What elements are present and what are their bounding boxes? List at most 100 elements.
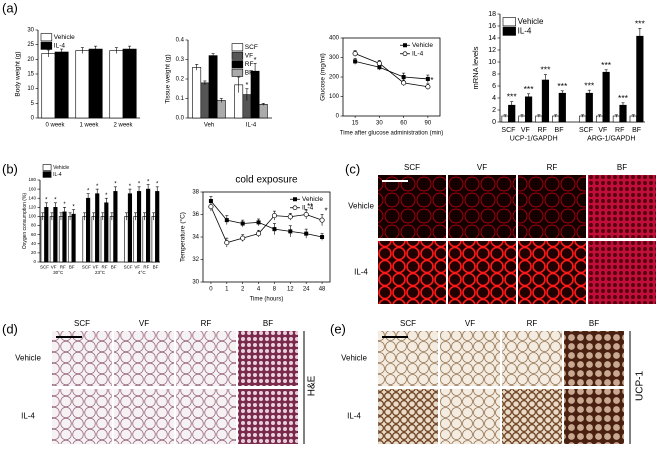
marker [271, 213, 277, 219]
x-tick-label: 24 [303, 287, 310, 293]
panel-label: (b) [2, 161, 18, 176]
marker [353, 59, 358, 64]
x-tick-label: SCF [40, 265, 49, 270]
legend-swatch [40, 41, 53, 50]
y-tick-label: 30 [27, 28, 34, 34]
y-tick-label: 0 [336, 114, 340, 120]
x-tick-label: VF [598, 127, 607, 134]
column-label: VF [465, 319, 475, 328]
micrograph [448, 175, 516, 238]
panel-label: (d) [2, 321, 18, 336]
legend-label: RF [245, 61, 254, 68]
significance: *** [635, 18, 646, 28]
bar [95, 193, 100, 263]
legend-swatch [502, 17, 516, 27]
line [210, 206, 323, 244]
x-tick-label: VF [521, 127, 530, 134]
y-tick-label: 25 [27, 42, 34, 48]
bar [524, 96, 533, 123]
marker [303, 211, 309, 218]
x-tick-label: VF [51, 265, 57, 270]
panel-label: (e) [330, 321, 346, 336]
x-tick-label: BF [111, 265, 117, 270]
bar [113, 191, 118, 263]
y-tick-label: 40 [31, 241, 37, 246]
bar [151, 216, 156, 263]
significance: *** [618, 93, 629, 103]
bar [619, 104, 627, 123]
y-tick-label: 38 [192, 190, 199, 196]
legend-label: Vehicle [302, 196, 323, 203]
marker [287, 214, 293, 220]
line [210, 200, 323, 238]
y-tick-label: 30 [192, 280, 199, 286]
row-label: IL-4 [354, 268, 368, 277]
column-label: SCF [400, 319, 416, 328]
legend-swatch [42, 164, 52, 171]
x-tick-label: 12 [287, 287, 294, 293]
line [355, 61, 428, 80]
legend-label: IL-4 [302, 204, 314, 211]
x-tick-label: RF [102, 265, 108, 270]
significance: * [45, 198, 48, 204]
bar [67, 216, 73, 263]
y-tick-label: 4 [492, 95, 496, 102]
panel-label: (c) [345, 161, 360, 176]
x-tick-label: BF [69, 265, 75, 270]
y-tick-label: 120 [28, 205, 36, 210]
x-tick-label: RF [143, 265, 149, 270]
legend-swatch [231, 51, 244, 60]
group-label: 4°C [138, 270, 146, 275]
y-tick-label: 5 [31, 101, 35, 107]
column-label: BF [589, 319, 599, 328]
bar [155, 191, 160, 263]
legend-marker [403, 43, 407, 48]
y-tick-label: 32 [192, 257, 199, 263]
column-label: RF [547, 163, 558, 172]
legend-marker [292, 205, 298, 211]
legend-label: Vehicle [54, 34, 75, 41]
bar [133, 216, 138, 263]
micrograph [518, 175, 586, 238]
bar [192, 67, 202, 119]
micrograph [176, 331, 236, 386]
y-tick-label: 100 [28, 214, 36, 219]
bar [146, 188, 151, 263]
x-tick-label: RF [537, 127, 546, 134]
marker [208, 204, 214, 210]
x-tick-label: 1 week [79, 123, 99, 129]
micrograph [588, 241, 656, 304]
x-tick-label: 15 [352, 121, 359, 127]
y-tick-label: 0 [31, 116, 35, 122]
y-tick-label: 10 [27, 86, 34, 92]
significance: * [138, 182, 141, 188]
x-tick-label: 2 [241, 287, 245, 293]
legend-marker [293, 197, 297, 202]
y-tick-label: 200 [329, 75, 340, 81]
bar [62, 211, 67, 263]
bar [109, 50, 124, 119]
bar [44, 207, 49, 263]
y-tick-label: 100 [329, 94, 340, 100]
y-tick-label: 18 [488, 11, 496, 18]
side-label: H&E [307, 375, 318, 396]
column-label: VF [477, 163, 487, 172]
y-tick-label: 300 [329, 55, 340, 61]
micrograph [564, 331, 624, 386]
significance: ** [307, 202, 313, 211]
y-tick-label: 15 [27, 72, 34, 78]
legend-label: IL-4 [53, 172, 62, 178]
bar [258, 104, 268, 119]
marker [256, 220, 261, 225]
significance: * [147, 179, 150, 185]
row-label: IL-4 [347, 412, 361, 421]
y-axis-label: Glucose (mg/ml) [319, 53, 326, 101]
legend-marker [402, 51, 408, 57]
legend-label: IL-4 [518, 26, 532, 35]
y-tick-label: 0.4 [176, 38, 185, 44]
micrograph [518, 241, 586, 304]
plot-frame [342, 37, 441, 117]
column-label: BF [263, 319, 273, 328]
significance: * [72, 204, 75, 210]
marker [377, 65, 382, 70]
